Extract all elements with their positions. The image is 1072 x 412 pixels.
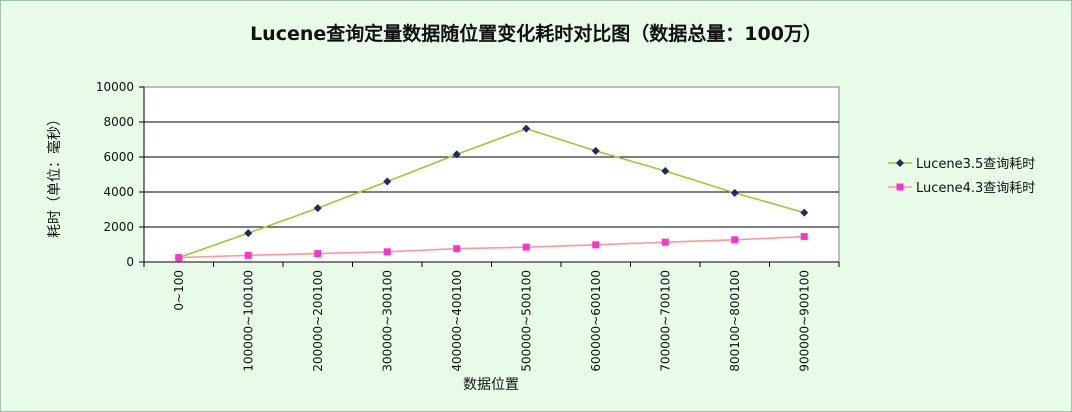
legend-label-2: Lucene4.3查询耗时 — [916, 181, 1035, 196]
series-line-2 — [178, 235, 805, 259]
x-tick-label: 900000~900100 — [797, 270, 811, 372]
y-tick-label: 8000 — [103, 115, 134, 129]
legend: Lucene3.5查询耗时 Lucene4.3查询耗时 — [888, 157, 1035, 196]
x-axis-label: 数据位置 — [463, 377, 519, 393]
data-point — [730, 188, 739, 197]
data-point — [244, 229, 253, 238]
x-tick-label: 300000~300100 — [380, 270, 394, 372]
x-tick-label: 800100~800100 — [728, 270, 742, 372]
legend-label-1: Lucene3.5查询耗时 — [916, 157, 1035, 172]
y-tick-label: 0 — [126, 255, 134, 269]
data-point — [383, 248, 391, 256]
data-point — [314, 250, 322, 258]
y-tick-label: 2000 — [103, 220, 134, 234]
data-point — [452, 150, 461, 159]
x-tick-label: 100000~100100 — [241, 270, 255, 372]
x-tick-label: 400000~400100 — [450, 270, 464, 372]
data-point — [731, 236, 739, 244]
data-point — [591, 146, 600, 155]
data-point — [522, 124, 531, 133]
series-layer — [174, 124, 809, 262]
y-tick-label: 4000 — [103, 185, 134, 199]
x-tick-label: 0~100 — [172, 270, 186, 311]
data-point — [175, 254, 183, 262]
y-tick-label: 10000 — [96, 80, 134, 94]
x-tick-label: 600000~600100 — [589, 270, 603, 372]
data-point — [383, 177, 392, 186]
data-point — [661, 238, 669, 246]
data-point — [313, 204, 322, 213]
y-axis-label: 耗时（单位：毫秒） — [46, 112, 63, 238]
data-point — [453, 245, 461, 253]
data-point — [661, 167, 670, 175]
grid-lines — [144, 121, 839, 228]
legend-marker-1 — [896, 159, 904, 167]
legend-marker-2 — [896, 183, 904, 191]
data-point — [800, 233, 808, 241]
chart-title: Lucene查询定量数据随位置变化耗时对比图（数据总量：100万） — [250, 23, 822, 45]
x-tick-label: 700000~700100 — [658, 270, 672, 372]
data-point — [800, 208, 809, 217]
series-line-1 — [178, 127, 805, 259]
data-point — [244, 251, 252, 259]
data-point — [522, 243, 530, 251]
x-tick-label: 500000~500100 — [519, 270, 533, 372]
plot-area — [143, 86, 840, 263]
data-point — [592, 241, 600, 249]
x-tick-label: 200000~200100 — [311, 270, 325, 372]
axes: 0 2000 4000 6000 8000 10000 0~100 100000~100100… — [96, 80, 840, 372]
y-tick-label: 6000 — [103, 150, 134, 164]
